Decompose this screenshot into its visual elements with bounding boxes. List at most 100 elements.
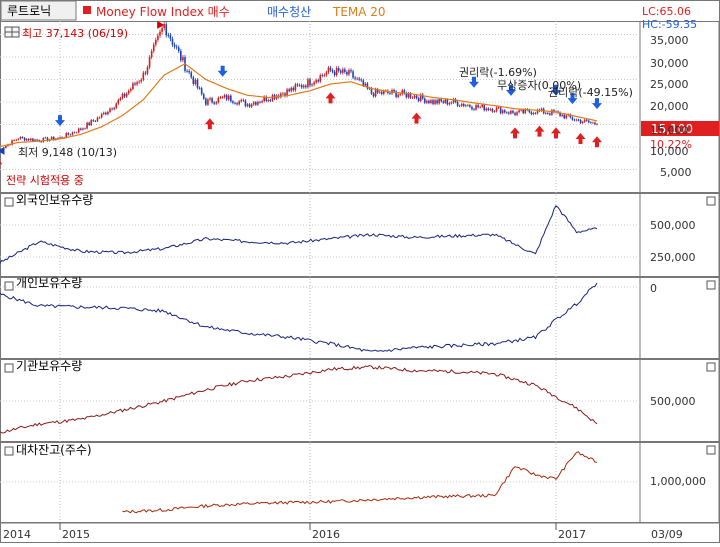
price-candle: [290, 88, 292, 91]
price-candle: [205, 99, 207, 105]
price-candle: [299, 85, 301, 86]
price-candle: [240, 100, 242, 101]
price-candle: [161, 28, 163, 32]
price-candle: [563, 115, 565, 118]
price-candle: [18, 139, 20, 140]
rights-ex-label-2: 권리락(-49.15%): [548, 86, 633, 99]
price-candle: [449, 103, 451, 104]
price-candle: [51, 137, 53, 139]
price-candle: [155, 40, 157, 45]
price-candle: [182, 57, 184, 60]
price-candle: [186, 71, 188, 72]
x-date-readout: 03/09: [651, 528, 683, 541]
price-candle: [426, 101, 428, 103]
price-candle: [424, 99, 426, 103]
price-candle: [451, 103, 453, 104]
pane-close-box[interactable]: [707, 446, 715, 454]
price-candle: [309, 79, 311, 85]
price-candle: [228, 96, 230, 100]
pane-close-box[interactable]: [707, 363, 715, 371]
price-candle: [305, 86, 307, 88]
price-candle: [13, 140, 15, 141]
price-candle: [236, 103, 238, 104]
price-candle: [215, 102, 217, 103]
price-candle: [147, 67, 149, 73]
price-candle: [259, 102, 261, 103]
pane-toggle-box[interactable]: [5, 364, 13, 372]
price-candle: [122, 94, 124, 98]
foreign-title: 외국인보유수량: [16, 193, 93, 207]
max-label: 최고 37,143 (06/19): [22, 27, 128, 40]
pane-toggle-box[interactable]: [5, 282, 13, 290]
price-candle: [561, 115, 563, 116]
price-candle: [496, 108, 498, 112]
price-candle: [348, 70, 350, 74]
price-candle: [434, 100, 436, 104]
price-candle: [508, 112, 510, 113]
price-candle: [317, 80, 319, 81]
price-candle: [324, 75, 326, 76]
price-tick: 25,000: [650, 78, 689, 91]
stock-name[interactable]: 루트로닉: [7, 4, 51, 18]
price-candle: [247, 104, 249, 106]
loan-title: 대차잔고(주수): [16, 443, 92, 457]
price-candle: [494, 111, 496, 112]
institution-tick: 500,000: [650, 395, 696, 408]
price-candle: [293, 88, 295, 90]
price-candle: [149, 57, 151, 67]
price-candle: [354, 78, 356, 79]
pane-close-box[interactable]: [707, 281, 715, 289]
price-candle: [551, 110, 553, 115]
price-candle: [297, 84, 299, 85]
tema-label: TEMA 20: [332, 5, 386, 19]
price-candle: [549, 113, 551, 114]
price-candle: [5, 146, 7, 148]
price-candle: [344, 69, 346, 72]
price-candle: [578, 120, 580, 121]
price-candle: [473, 109, 475, 110]
price-candle: [504, 110, 506, 112]
price-tick: 20,000: [650, 100, 689, 113]
price-candle: [301, 85, 303, 87]
price-candle: [418, 98, 420, 101]
price-candle: [255, 102, 257, 104]
price-candle: [136, 82, 138, 84]
price-candle: [224, 95, 226, 97]
price-candle: [338, 68, 340, 71]
price-candle: [180, 51, 182, 60]
price-candle: [580, 120, 582, 123]
pane-toggle-box[interactable]: [5, 198, 13, 206]
price-candle: [234, 103, 236, 104]
price-candle: [445, 100, 447, 103]
price-candle: [249, 104, 251, 106]
price-candle: [95, 121, 97, 122]
price-candle: [596, 124, 598, 125]
price-candle: [358, 79, 360, 80]
price-candle: [397, 95, 399, 97]
pane-toggle-box[interactable]: [5, 447, 13, 455]
individual-title: 개인보유수량: [16, 276, 82, 290]
x-tick: 2017: [558, 528, 586, 541]
price-candle: [342, 69, 344, 72]
lc-label: LC:65.06: [642, 5, 691, 18]
price-candle: [594, 123, 596, 125]
price-candle: [159, 32, 161, 36]
pane-close-box[interactable]: [707, 197, 715, 205]
price-candle: [82, 128, 84, 129]
price-candle: [533, 113, 535, 114]
price-candle: [124, 94, 126, 97]
price-candle: [506, 112, 508, 113]
price-candle: [157, 36, 159, 40]
price-candle: [199, 88, 201, 89]
price-candle: [371, 89, 373, 94]
sell-label: 매수청산: [267, 5, 311, 19]
price-candle: [268, 100, 270, 101]
price-candle: [311, 84, 313, 85]
price-candle: [518, 110, 520, 112]
price-candle: [477, 105, 479, 107]
price-candle: [84, 128, 86, 129]
price-candle: [313, 82, 315, 84]
price-candle: [486, 108, 488, 110]
price-candle: [107, 112, 109, 114]
price-candle: [510, 111, 512, 114]
